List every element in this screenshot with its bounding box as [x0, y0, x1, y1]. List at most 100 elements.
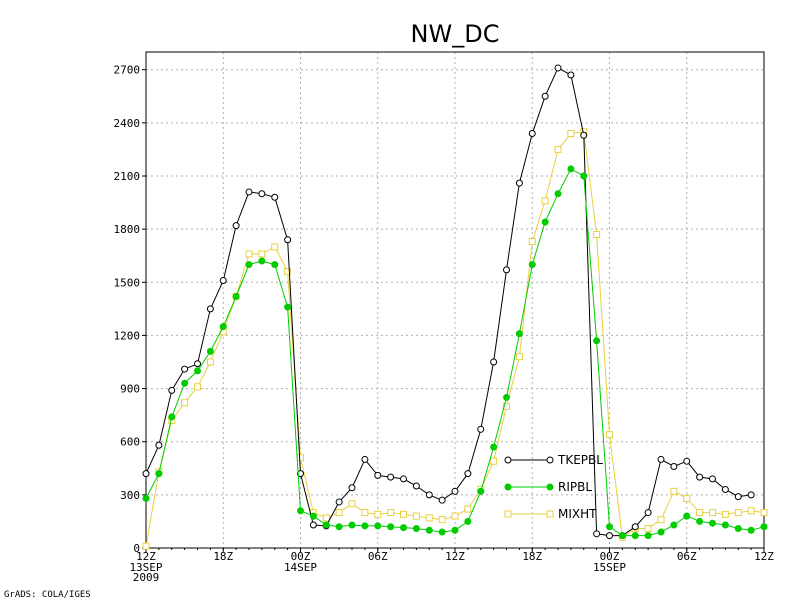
legend-marker-mixht: [504, 510, 512, 518]
data-point-tkepbl: [374, 471, 382, 479]
data-point-tkepbl: [361, 455, 369, 463]
x-tick-label: 18Z: [522, 550, 542, 563]
legend-item-ripbl: RIPBL: [504, 480, 592, 494]
data-point-ripbl: [528, 261, 536, 269]
data-point-mixht: [760, 509, 768, 517]
data-point-ripbl: [425, 526, 433, 534]
data-point-ripbl: [155, 470, 163, 478]
data-point-ripbl: [696, 517, 704, 525]
x-tick-label: 12Z: [445, 550, 465, 563]
data-point-ripbl: [593, 337, 601, 345]
data-point-tkepbl: [528, 129, 536, 137]
data-point-tkepbl: [297, 470, 304, 478]
data-point-tkepbl: [181, 365, 189, 373]
data-point-ripbl: [618, 532, 626, 540]
data-point-mixht: [245, 250, 253, 258]
data-point-ripbl: [515, 330, 523, 338]
series-tkepbl: [142, 64, 755, 540]
data-point-tkepbl: [477, 425, 485, 433]
data-point-tkepbl: [593, 530, 601, 538]
y-tick-label: 900: [120, 383, 140, 396]
data-point-tkepbl: [400, 475, 407, 483]
y-tick-label: 0: [133, 542, 140, 555]
data-point-tkepbl: [503, 266, 510, 274]
footer-credit: GrADS: COLA/IGES: [4, 590, 91, 600]
data-point-ripbl: [245, 261, 253, 269]
x-tick-label: 18Z: [213, 550, 233, 563]
data-point-tkepbl: [348, 484, 356, 492]
data-point-ripbl: [760, 523, 768, 531]
data-point-ripbl: [709, 519, 716, 527]
data-point-mixht: [490, 457, 498, 465]
data-point-tkepbl: [245, 188, 253, 196]
data-point-mixht: [412, 512, 420, 520]
x-tick-label: 00Z: [291, 550, 311, 563]
data-point-tkepbl: [567, 71, 575, 79]
data-point-tkepbl: [747, 491, 755, 499]
series-line-tkepbl: [145, 67, 752, 537]
y-tick-label: 600: [120, 436, 140, 449]
data-point-mixht: [348, 500, 356, 508]
data-point-ripbl: [322, 521, 330, 529]
data-point-mixht: [528, 238, 536, 246]
data-point-tkepbl: [335, 498, 343, 506]
grid: [146, 52, 764, 548]
data-point-mixht: [747, 507, 755, 515]
data-point-ripbl: [567, 165, 575, 173]
data-point-ripbl: [335, 523, 343, 531]
data-point-tkepbl: [670, 463, 678, 471]
data-point-mixht: [142, 542, 150, 550]
data-point-ripbl: [142, 494, 150, 502]
data-point-tkepbl: [683, 457, 691, 465]
y-axis: 0 300 600 900 1200 1500 1800 2100 2400 2700: [114, 64, 146, 555]
data-point-tkepbl: [631, 523, 639, 531]
data-point-mixht: [554, 145, 562, 153]
data-point-ripbl: [721, 521, 729, 529]
data-point-mixht: [541, 197, 549, 205]
data-point-ripbl: [219, 323, 227, 331]
data-point-mixht: [335, 509, 343, 517]
data-point-ripbl: [181, 379, 189, 387]
data-point-mixht: [425, 514, 433, 522]
data-point-ripbl: [168, 413, 176, 421]
data-point-mixht: [271, 243, 279, 251]
data-point-tkepbl: [657, 455, 665, 463]
data-point-ripbl: [657, 528, 665, 536]
x-tick-sublabel: 14SEP: [284, 561, 317, 574]
data-point-mixht: [400, 510, 407, 518]
data-point-ripbl: [309, 512, 317, 520]
data-point-tkepbl: [284, 236, 292, 244]
x-tick-sublabel: 13SEP: [129, 561, 162, 574]
data-point-tkepbl: [387, 473, 395, 481]
data-point-tkepbl: [168, 386, 176, 394]
data-point-tkepbl: [580, 131, 588, 139]
legend-item-tkepbl: TKEPBL: [504, 453, 603, 467]
data-point-tkepbl: [721, 486, 729, 494]
data-point-mixht: [606, 431, 613, 439]
data-point-ripbl: [503, 393, 510, 401]
data-point-mixht: [670, 487, 678, 495]
data-point-mixht: [709, 509, 716, 517]
data-point-mixht: [683, 494, 691, 502]
legend-label-ripbl: RIPBL: [558, 480, 592, 494]
data-point-tkepbl: [194, 360, 201, 368]
x-tick-label: 12Z: [136, 550, 156, 563]
data-point-mixht: [515, 353, 523, 361]
data-point-ripbl: [747, 526, 755, 534]
data-point-mixht: [593, 230, 601, 238]
legend-marker-tkepbl: [504, 456, 512, 464]
data-point-tkepbl: [734, 493, 742, 501]
data-point-mixht: [322, 514, 330, 522]
data-point-mixht: [194, 383, 201, 391]
data-point-ripbl: [284, 303, 292, 311]
data-point-mixht: [644, 525, 652, 533]
data-point-ripbl: [232, 292, 240, 300]
x-tick-sublabel: 2009: [133, 571, 160, 584]
data-point-tkepbl: [438, 496, 446, 504]
x-tick-label: 06Z: [677, 550, 697, 563]
data-point-tkepbl: [258, 190, 266, 198]
x-tick-label: 12Z: [754, 550, 774, 563]
data-point-tkepbl: [271, 193, 279, 201]
